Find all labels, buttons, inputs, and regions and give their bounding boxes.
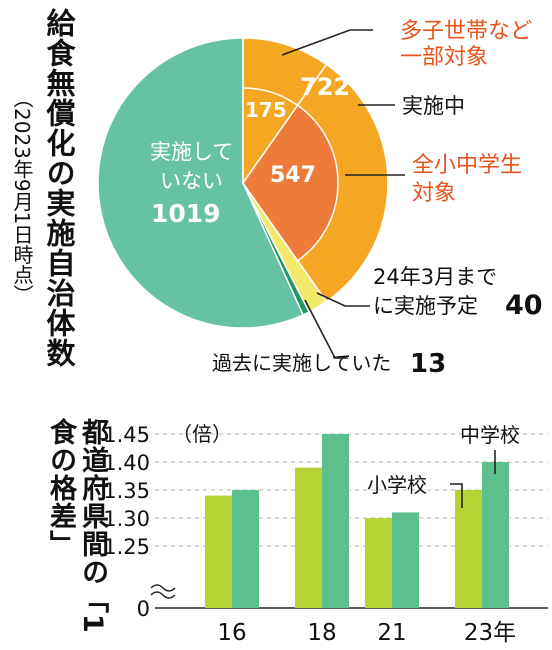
bar-bars xyxy=(205,434,509,608)
y-tick-label: 1.35 xyxy=(103,479,150,503)
legend-leader-elementary xyxy=(450,483,463,508)
value-implemented-total: 722 xyxy=(300,73,350,101)
pie-date: （2023年9月1日時点） xyxy=(10,88,34,305)
label-not-implemented-2: いない xyxy=(160,169,223,193)
leader-planned xyxy=(316,292,370,307)
leader-past xyxy=(304,299,348,359)
label-not-implemented-1: 実施して xyxy=(150,140,233,164)
bar-elementary-16 xyxy=(205,495,232,608)
label-all-students-2: 対象 xyxy=(412,181,456,206)
bar-y-ticks: 1.45 1.40 1.35 1.30 1.25 0 xyxy=(103,423,150,621)
x-tick-label: 23年 xyxy=(464,620,516,646)
x-tick-label: 18 xyxy=(307,620,336,646)
bar-junior-high-21 xyxy=(392,512,419,608)
y-tick-label: 0 xyxy=(137,597,150,621)
value-multi-child: 175 xyxy=(245,98,287,122)
legend-leaders xyxy=(450,450,496,508)
label-multi-child-1: 多子世帯など xyxy=(400,19,532,44)
x-tick-label: 21 xyxy=(377,620,406,646)
bar-junior-high-16 xyxy=(232,490,259,608)
y-tick-label: 1.30 xyxy=(103,507,150,531)
label-all-students-1: 全小中学生 xyxy=(412,153,522,178)
legend-elementary: 小学校 xyxy=(367,473,427,497)
pie-title: 給食無償化の実施自治体数 xyxy=(42,8,76,368)
label-past: 過去に実施していた xyxy=(212,351,391,375)
y-tick-label: 1.25 xyxy=(103,535,150,559)
bar-elementary-21 xyxy=(365,518,392,608)
value-all-students: 547 xyxy=(270,163,316,188)
bar-elementary-23年 xyxy=(455,490,482,608)
pie-slice-not-implemented xyxy=(97,37,305,329)
bar-junior-high-23年 xyxy=(482,462,509,608)
leader-lines xyxy=(281,29,405,359)
pie-inner-ring xyxy=(242,87,339,262)
label-multi-child-2: 一部対象 xyxy=(400,45,488,70)
bar-title: 都道府県間の「1食の格差」 xyxy=(45,418,108,634)
x-tick-label: 16 xyxy=(217,620,246,646)
label-planned-1: 24年3月まで xyxy=(373,265,497,289)
label-planned-2: に実施予定 xyxy=(373,294,478,318)
value-planned: 40 xyxy=(505,290,543,321)
pie-inner-all-students xyxy=(242,104,339,262)
value-not-implemented: 1019 xyxy=(151,199,221,228)
axis-break-upper xyxy=(150,584,176,592)
bar-junior-high-18 xyxy=(322,434,349,608)
bar-elementary-18 xyxy=(295,467,322,608)
leader-multi-child xyxy=(281,29,373,56)
unit-label: （倍） xyxy=(172,422,232,446)
label-implemented: 実施中 xyxy=(402,94,465,118)
y-tick-label: 1.40 xyxy=(103,451,150,475)
y-tick-label: 1.45 xyxy=(103,423,150,447)
value-past: 13 xyxy=(410,349,446,379)
bar-x-ticks: 16 18 21 23年 xyxy=(217,620,516,646)
axis-break-lower xyxy=(150,591,176,599)
legend-junior-high: 中学校 xyxy=(460,423,520,447)
